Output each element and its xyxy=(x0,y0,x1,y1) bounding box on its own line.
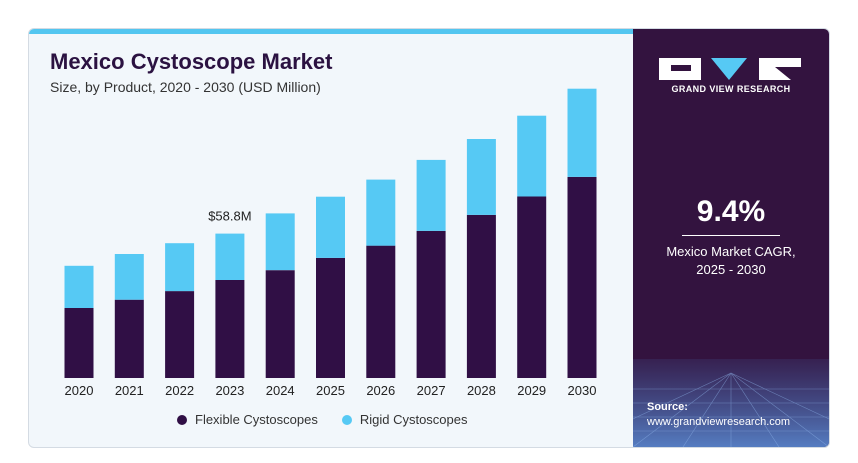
grid-pattern-graphic xyxy=(633,359,829,447)
cagr-value: 9.4% xyxy=(696,195,766,228)
bar-flexible-2026 xyxy=(366,245,396,378)
bar-rigid-2026 xyxy=(366,179,396,246)
source-label: Source: xyxy=(647,401,688,413)
bar-flexible-2030 xyxy=(567,176,597,378)
x-tick-label: 2027 xyxy=(417,383,446,398)
legend-swatch-rigid xyxy=(341,414,352,425)
bar-chart: 2020 2021 2022 2023 $58.8M 2024 2025 2026 2027 20… xyxy=(64,88,597,398)
bar-rigid-2021 xyxy=(114,254,144,300)
bar-rigid-2029 xyxy=(517,115,547,197)
x-tick-label: 2024 xyxy=(266,383,295,398)
x-tick-label: 2030 xyxy=(568,383,597,398)
cagr-label-line2: 2025 - 2030 xyxy=(696,262,766,277)
bar-rigid-2030 xyxy=(567,88,597,177)
cagr-label-line1: Mexico Market CAGR, xyxy=(666,244,796,259)
x-tick-label: 2021 xyxy=(115,383,144,398)
brand-logo: GRAND VIEW RESEARCH xyxy=(657,55,805,94)
bar-flexible-2028 xyxy=(466,214,496,378)
x-tick-label: 2029 xyxy=(517,383,546,398)
bar-rigid-2022 xyxy=(165,243,195,292)
bar-flexible-2020 xyxy=(64,308,94,378)
accent-bar xyxy=(29,29,633,34)
x-tick-label: 2022 xyxy=(165,383,194,398)
legend-item-rigid: Rigid Cystoscopes xyxy=(341,412,468,427)
bar-flexible-2027 xyxy=(416,230,446,378)
x-tick-label: 2028 xyxy=(467,383,496,398)
x-tick-label: 2025 xyxy=(316,383,345,398)
legend-swatch-flexible xyxy=(177,414,187,425)
chart-subtitle: Size, by Product, 2020 - 2030 (USD Milli… xyxy=(50,79,321,95)
cagr-divider xyxy=(682,235,780,236)
bar-rigid-2027 xyxy=(416,159,446,231)
chart-card: Mexico Cystoscope Market Size, by Produc… xyxy=(28,28,830,448)
bar-flexible-2022 xyxy=(165,291,195,378)
legend-label-flexible: Flexible Cystoscopes xyxy=(195,412,318,427)
bar-rigid-2024 xyxy=(265,213,295,271)
logo-mark-icon xyxy=(659,58,801,80)
bar-rigid-2023 xyxy=(215,233,245,280)
bar-rigid-2028 xyxy=(466,139,496,215)
x-tick-label: 2020 xyxy=(65,383,94,398)
cagr-label: Mexico Market CAGR, 2025 - 2030 xyxy=(633,243,829,279)
brand-name: GRAND VIEW RESEARCH xyxy=(671,84,791,94)
bar-rigid-2025 xyxy=(316,196,345,258)
legend-item-flexible: Flexible Cystoscopes xyxy=(177,412,318,427)
bar-flexible-2021 xyxy=(114,299,144,378)
legend: Flexible Cystoscopes Rigid Cystoscopes xyxy=(177,412,491,427)
data-label-2023: $58.8M xyxy=(208,209,251,224)
bar-flexible-2025 xyxy=(316,257,345,378)
chart-title: Mexico Cystoscope Market xyxy=(50,49,333,74)
x-tick-label: 2023 xyxy=(215,383,244,398)
legend-label-rigid: Rigid Cystoscopes xyxy=(359,412,468,427)
bar-flexible-2023 xyxy=(215,280,245,378)
source-url: www.grandviewresearch.com xyxy=(647,416,791,428)
bar-rigid-2020 xyxy=(64,265,94,308)
sidebar-panel: GRAND VIEW RESEARCH 9.4% Mexico Market C… xyxy=(633,29,829,447)
bar-flexible-2029 xyxy=(517,196,547,378)
bar-flexible-2024 xyxy=(265,270,295,378)
x-tick-label: 2026 xyxy=(366,383,395,398)
